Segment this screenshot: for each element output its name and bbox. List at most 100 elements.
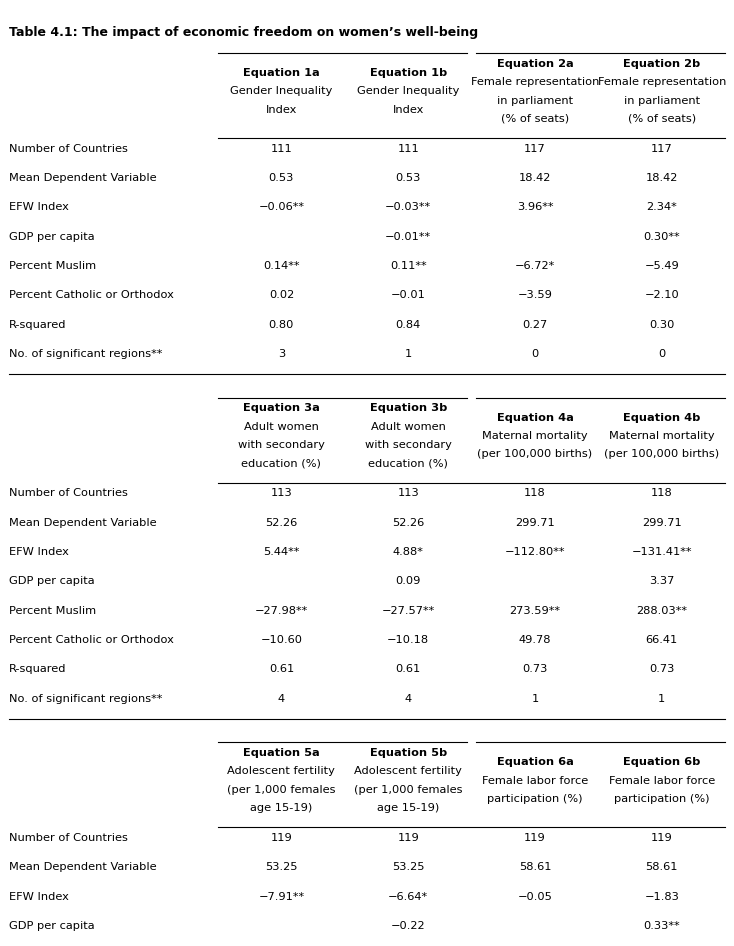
Text: 0.09: 0.09	[396, 576, 421, 587]
Text: −0.06**: −0.06**	[258, 202, 305, 213]
Text: with secondary: with secondary	[238, 440, 325, 450]
Text: 299.71: 299.71	[642, 517, 682, 528]
Text: −6.64*: −6.64*	[388, 892, 428, 902]
Text: R-squared: R-squared	[9, 320, 66, 330]
Text: 52.26: 52.26	[392, 517, 424, 528]
Text: −0.01: −0.01	[390, 290, 426, 301]
Text: Equation 5a: Equation 5a	[243, 748, 320, 758]
Text: 49.78: 49.78	[519, 635, 551, 645]
Text: Equation 5b: Equation 5b	[370, 748, 447, 758]
Text: 119: 119	[524, 833, 546, 843]
Text: 4: 4	[278, 693, 285, 704]
Text: −10.60: −10.60	[261, 635, 302, 645]
Text: 0.53: 0.53	[269, 173, 294, 184]
Text: Number of Countries: Number of Countries	[9, 144, 128, 154]
Text: 111: 111	[271, 144, 292, 154]
Text: 0.53: 0.53	[396, 173, 421, 184]
Text: −0.01**: −0.01**	[385, 232, 432, 242]
Text: 0.11**: 0.11**	[390, 261, 426, 272]
Text: −0.03**: −0.03**	[385, 202, 432, 213]
Text: 58.61: 58.61	[645, 863, 678, 872]
Text: 117: 117	[524, 144, 546, 154]
Text: Gender Inequality: Gender Inequality	[230, 86, 333, 96]
Text: Female representation: Female representation	[470, 78, 599, 87]
Text: 58.61: 58.61	[519, 863, 551, 872]
Text: (% of seats): (% of seats)	[628, 114, 696, 124]
Text: 111: 111	[397, 144, 419, 154]
Text: −1.83: −1.83	[644, 892, 679, 902]
Text: EFW Index: EFW Index	[9, 892, 69, 902]
Text: Adolescent fertility: Adolescent fertility	[228, 766, 335, 777]
Text: 299.71: 299.71	[515, 517, 555, 528]
Text: 118: 118	[524, 488, 546, 499]
Text: −112.80**: −112.80**	[505, 547, 565, 557]
Text: 0.27: 0.27	[523, 320, 548, 330]
Text: Female representation: Female representation	[597, 78, 726, 87]
Text: (per 1,000 females: (per 1,000 females	[354, 785, 462, 795]
Text: −7.91**: −7.91**	[258, 892, 305, 902]
Text: −131.41**: −131.41**	[631, 547, 692, 557]
Text: Equation 3b: Equation 3b	[369, 403, 447, 413]
Text: 53.25: 53.25	[265, 863, 298, 872]
Text: −27.57**: −27.57**	[382, 605, 435, 616]
Text: 288.03**: 288.03**	[636, 605, 687, 616]
Text: No. of significant regions**: No. of significant regions**	[9, 349, 162, 359]
Text: 18.42: 18.42	[519, 173, 551, 184]
Text: GDP per capita: GDP per capita	[9, 232, 95, 242]
Text: −3.59: −3.59	[517, 290, 553, 301]
Text: Adolescent fertility: Adolescent fertility	[355, 766, 462, 777]
Text: Index: Index	[266, 105, 297, 114]
Text: age 15-19): age 15-19)	[377, 803, 440, 814]
Text: Equation 1b: Equation 1b	[370, 68, 447, 78]
Text: Adult women: Adult women	[244, 422, 319, 431]
Text: (per 1,000 females: (per 1,000 females	[227, 785, 335, 795]
Text: Equation 4b: Equation 4b	[623, 412, 700, 423]
Text: Mean Dependent Variable: Mean Dependent Variable	[9, 863, 156, 872]
Text: (% of seats): (% of seats)	[501, 114, 569, 124]
Text: 1: 1	[404, 349, 412, 359]
Text: 0.80: 0.80	[269, 320, 294, 330]
Text: Equation 3a: Equation 3a	[243, 403, 320, 413]
Text: 4: 4	[404, 693, 412, 704]
Text: −27.98**: −27.98**	[255, 605, 308, 616]
Text: Equation 6a: Equation 6a	[497, 757, 573, 767]
Text: GDP per capita: GDP per capita	[9, 576, 95, 587]
Text: 0.14**: 0.14**	[264, 261, 299, 272]
Text: −2.10: −2.10	[644, 290, 679, 301]
Text: −5.49: −5.49	[644, 261, 679, 272]
Text: 0: 0	[658, 349, 666, 359]
Text: EFW Index: EFW Index	[9, 547, 69, 557]
Text: 53.25: 53.25	[392, 863, 424, 872]
Text: Index: Index	[393, 105, 424, 114]
Text: 5.44**: 5.44**	[264, 547, 299, 557]
Text: 0.30: 0.30	[649, 320, 675, 330]
Text: 0: 0	[531, 349, 539, 359]
Text: 113: 113	[397, 488, 419, 499]
Text: education (%): education (%)	[368, 459, 448, 468]
Text: in parliament: in parliament	[624, 96, 700, 106]
Text: Percent Muslim: Percent Muslim	[9, 261, 96, 272]
Text: Mean Dependent Variable: Mean Dependent Variable	[9, 517, 156, 528]
Text: Equation 6b: Equation 6b	[623, 757, 700, 767]
Text: participation (%): participation (%)	[614, 794, 710, 804]
Text: 117: 117	[651, 144, 672, 154]
Text: Female labor force: Female labor force	[482, 776, 588, 786]
Text: Maternal mortality: Maternal mortality	[609, 431, 715, 441]
Text: Number of Countries: Number of Countries	[9, 488, 128, 499]
Text: 3.96**: 3.96**	[517, 202, 553, 213]
Text: age 15-19): age 15-19)	[250, 803, 313, 814]
Text: 1: 1	[531, 693, 539, 704]
Text: 273.59**: 273.59**	[509, 605, 561, 616]
Text: Number of Countries: Number of Countries	[9, 833, 128, 843]
Text: 0.84: 0.84	[396, 320, 421, 330]
Text: 18.42: 18.42	[646, 173, 678, 184]
Text: 0.73: 0.73	[523, 664, 548, 674]
Text: Gender Inequality: Gender Inequality	[357, 86, 459, 96]
Text: (per 100,000 births): (per 100,000 births)	[477, 449, 592, 460]
Text: 1: 1	[658, 693, 666, 704]
Text: 113: 113	[271, 488, 292, 499]
Text: Maternal mortality: Maternal mortality	[482, 431, 588, 441]
Text: 4.88*: 4.88*	[393, 547, 424, 557]
Text: education (%): education (%)	[241, 459, 321, 468]
Text: 52.26: 52.26	[265, 517, 297, 528]
